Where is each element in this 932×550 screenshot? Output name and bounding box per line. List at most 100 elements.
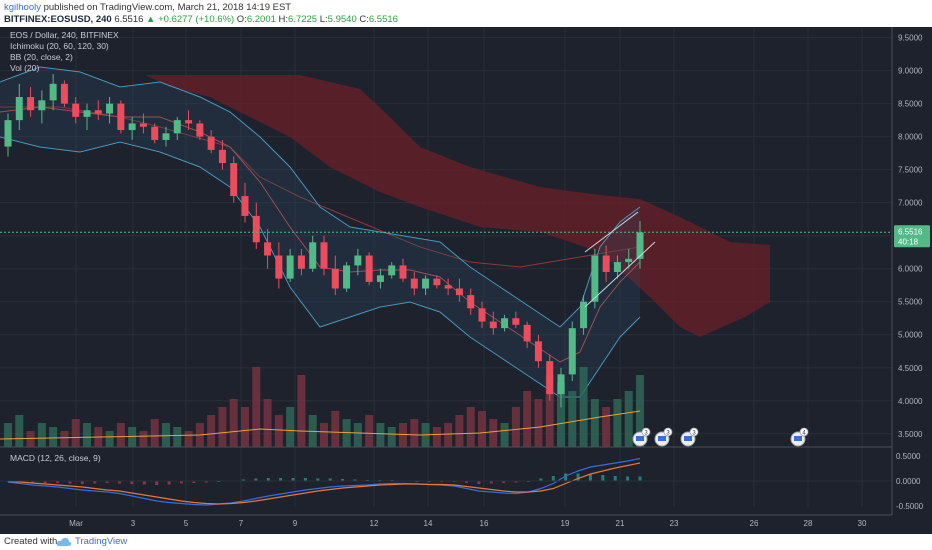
candle-body bbox=[38, 100, 46, 111]
volume-bar bbox=[568, 391, 577, 447]
macd-histogram-bar bbox=[601, 475, 605, 481]
macd-histogram-bar bbox=[353, 479, 357, 481]
candle-body bbox=[185, 120, 193, 124]
volume-bar bbox=[353, 423, 362, 447]
macd-histogram-bar bbox=[588, 474, 592, 481]
macd-histogram-bar bbox=[303, 478, 307, 481]
candle-body bbox=[422, 278, 430, 289]
time-tick-label: 23 bbox=[670, 519, 679, 528]
flag-icon[interactable]: 3 bbox=[654, 427, 673, 447]
bb-legend[interactable]: BB (20, close, 2) bbox=[10, 52, 73, 62]
candle-body bbox=[512, 318, 520, 325]
candle-body bbox=[433, 278, 441, 286]
volume-bar bbox=[116, 423, 125, 447]
marker-count-badge bbox=[689, 427, 699, 437]
volume-bar bbox=[489, 419, 498, 447]
candle-body bbox=[162, 133, 170, 140]
volume-bar bbox=[105, 431, 114, 447]
volume-bar bbox=[60, 431, 69, 447]
high-label: H: bbox=[278, 14, 289, 25]
macd-line bbox=[7, 457, 641, 506]
candle-body bbox=[106, 103, 114, 114]
candle-body bbox=[636, 232, 644, 259]
macd-histogram-bar bbox=[204, 481, 208, 483]
marker-count-badge bbox=[663, 427, 673, 437]
candle-body bbox=[60, 83, 68, 104]
candle-body bbox=[501, 318, 509, 329]
volume-bar bbox=[534, 399, 543, 447]
volume-bar bbox=[387, 427, 396, 447]
volume-bar bbox=[399, 423, 407, 447]
macd-histogram-bar bbox=[279, 478, 283, 481]
macd-histogram-bar bbox=[638, 476, 642, 481]
volume-bar bbox=[37, 423, 46, 447]
author-link[interactable]: kgilhooly bbox=[4, 2, 41, 13]
vol-legend[interactable]: Vol (20) bbox=[10, 63, 40, 73]
flag-stripe bbox=[684, 436, 692, 441]
candle-body bbox=[478, 308, 486, 322]
volume-bar bbox=[184, 431, 193, 447]
signal-line bbox=[7, 462, 641, 505]
high-value: 6.7225 bbox=[288, 14, 318, 25]
candle-body bbox=[591, 255, 599, 302]
candle-body bbox=[286, 255, 294, 279]
macd-histogram-bar bbox=[80, 481, 84, 484]
candle-body bbox=[309, 242, 317, 269]
macd-pane bbox=[0, 446, 892, 506]
candle-body bbox=[376, 275, 384, 282]
flag-icon[interactable]: 4 bbox=[790, 427, 809, 447]
trendline bbox=[584, 211, 639, 253]
macd-histogram-bar bbox=[167, 481, 171, 485]
candle-body bbox=[320, 242, 328, 269]
time-tick-label: 28 bbox=[804, 519, 813, 528]
time-tick-label: 3 bbox=[131, 519, 136, 528]
candle-body bbox=[15, 97, 23, 121]
candle-body bbox=[388, 265, 396, 276]
candle-body bbox=[241, 196, 249, 216]
ichimoku-legend[interactable]: Ichimoku (20, 60, 120, 30) bbox=[10, 41, 109, 51]
macd-histogram-bar bbox=[130, 481, 134, 484]
change-value: +0.6277 (+10.6%) bbox=[158, 14, 235, 25]
candle-body bbox=[196, 123, 204, 137]
macd-histogram-bar bbox=[576, 473, 580, 481]
volume-bar bbox=[478, 411, 486, 447]
volume-bar bbox=[263, 399, 272, 447]
axis-bg bbox=[892, 27, 932, 515]
time-tick-label: 9 bbox=[293, 519, 298, 528]
trendline bbox=[584, 241, 656, 308]
volume-bar bbox=[139, 431, 148, 447]
price-tick-label: 4.5000 bbox=[898, 364, 923, 373]
candle-body bbox=[4, 120, 12, 147]
cloud-area bbox=[145, 75, 770, 337]
macd-histogram-bar bbox=[241, 479, 245, 481]
candle-body bbox=[455, 288, 463, 296]
candle-body bbox=[151, 126, 159, 140]
price-tick-label: 6.0000 bbox=[898, 265, 923, 274]
candle-body bbox=[83, 110, 91, 117]
tradingview-logo[interactable]: TradingView bbox=[56, 534, 127, 550]
chart-title-legend[interactable]: EOS / Dollar, 240, BITFINEX bbox=[10, 30, 119, 40]
chart-canvas[interactable]: 9.50009.00008.50008.00007.50007.00006.50… bbox=[0, 27, 932, 534]
candle-body bbox=[230, 163, 238, 197]
volume-bar bbox=[545, 375, 554, 447]
macd-histogram-bar bbox=[626, 476, 630, 481]
candle-body bbox=[343, 265, 351, 289]
chart-area[interactable]: 9.50009.00008.50008.00007.50007.00006.50… bbox=[0, 27, 932, 534]
macd-legend[interactable]: MACD (12, 26, close, 9) bbox=[10, 453, 101, 463]
flag-icon[interactable]: 3 bbox=[680, 427, 699, 447]
close-label: C: bbox=[359, 14, 369, 25]
flag-stripe bbox=[658, 436, 666, 441]
countdown-label: 40:18 bbox=[898, 237, 919, 246]
flag-icon[interactable]: 3 bbox=[632, 427, 651, 447]
macd-histogram-bar bbox=[489, 481, 493, 484]
candle-body bbox=[523, 324, 531, 342]
macd-histogram-bar bbox=[179, 481, 183, 484]
candle-body bbox=[399, 265, 407, 279]
volume-bar bbox=[624, 391, 633, 447]
candle-body bbox=[173, 120, 181, 134]
macd-histogram-bar bbox=[43, 481, 47, 483]
candle-body bbox=[49, 83, 57, 101]
time-axis: Mar 3 5 7 9 12 14 16 19 21 23 26 28 30 bbox=[0, 514, 932, 534]
macd-histogram-bar bbox=[328, 478, 332, 481]
price-tick-label: 7.5000 bbox=[898, 166, 923, 175]
